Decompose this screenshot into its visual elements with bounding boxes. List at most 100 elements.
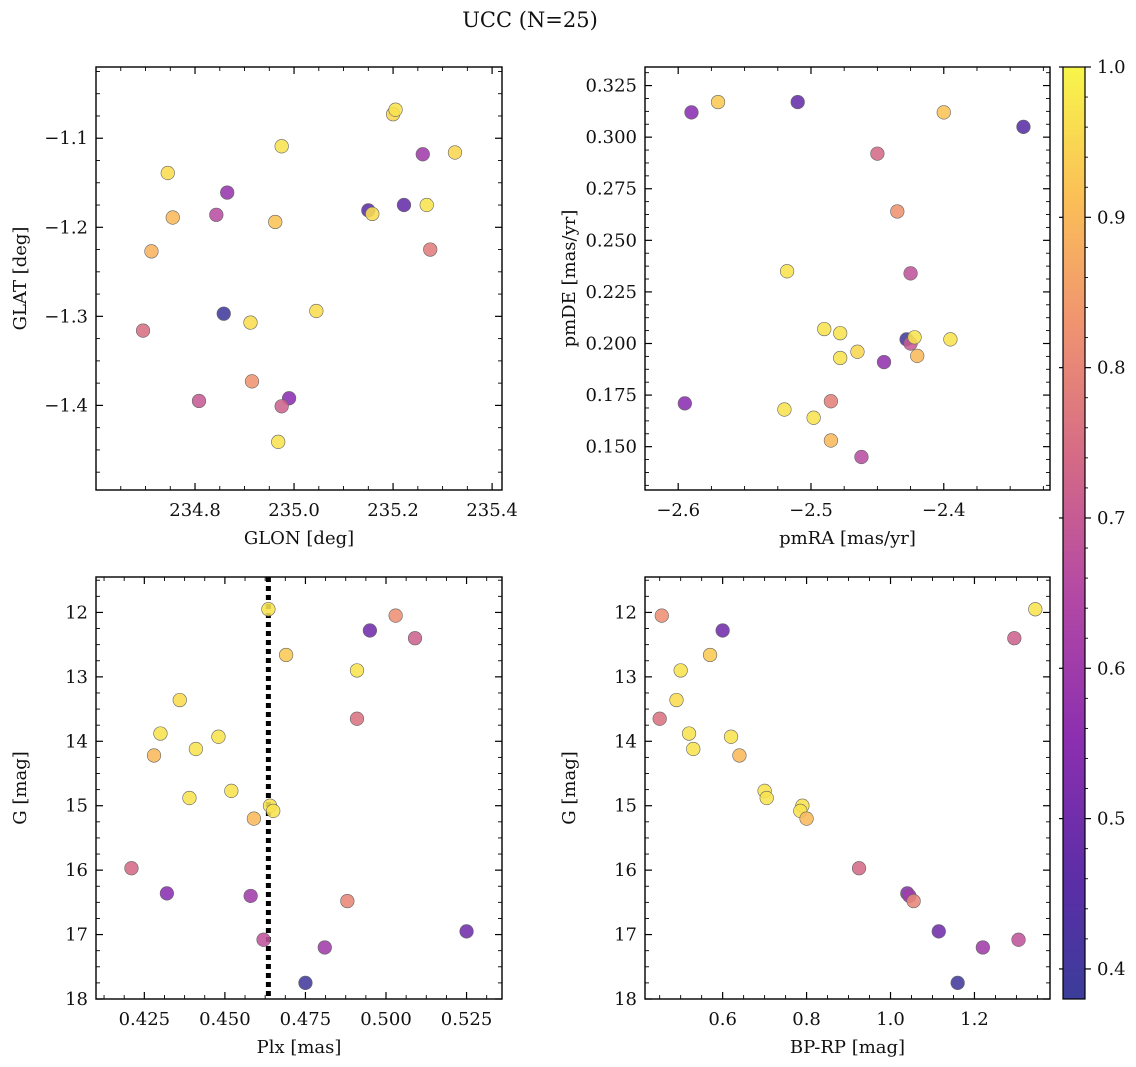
colorbar-tick-label: 0.9 (1097, 207, 1126, 228)
pmra-pmde-panel: −2.6 −2.5 −2.4 0.150 0.175 0.200 0.225 0.250 0.2… (559, 66, 1051, 549)
data-point (279, 647, 294, 663)
data-point (854, 449, 869, 465)
data-point (833, 350, 848, 366)
data-point (274, 399, 289, 414)
data-point (710, 94, 726, 110)
data-point (1011, 932, 1026, 947)
data-point (261, 602, 276, 617)
x-tick-label: 1.0 (876, 1009, 905, 1030)
bprp-g-frame (644, 576, 1051, 1000)
y-tick-label: −1.4 (44, 395, 88, 416)
x-axis-label: Plx [mas] (257, 1037, 342, 1058)
y-tick-label: 18 (65, 989, 88, 1010)
data-point (669, 692, 684, 708)
data-point (936, 105, 951, 120)
data-point (124, 861, 139, 876)
data-point (850, 344, 865, 359)
colorbar: 0.4 0.5 0.6 0.7 0.8 0.9 1.0 (1059, 57, 1126, 1000)
data-point (777, 402, 792, 417)
data-point (686, 741, 701, 757)
data-point (806, 410, 821, 425)
x-tick-label: −2.4 (922, 500, 966, 521)
data-point (950, 975, 965, 990)
data-point (243, 315, 258, 330)
data-point (1007, 631, 1022, 646)
data-point (817, 321, 832, 337)
x-tick-label: 0.6 (708, 1009, 737, 1030)
data-point (876, 354, 892, 370)
data-point (823, 394, 839, 409)
data-point (146, 748, 162, 763)
data-point (274, 139, 289, 154)
data-point (362, 623, 377, 638)
colorbar-tick-label: 0.8 (1097, 358, 1126, 379)
data-point (732, 748, 747, 763)
data-point (271, 434, 286, 450)
data-point (702, 647, 718, 663)
y-tick-label: 15 (614, 796, 637, 817)
data-point (415, 147, 430, 162)
data-point (388, 102, 403, 117)
data-point (224, 783, 239, 798)
data-point (172, 692, 187, 708)
data-point (388, 608, 403, 623)
plx-g-frame (95, 576, 503, 1000)
data-point (910, 348, 925, 363)
x-tick-label: 234.8 (169, 500, 221, 521)
plx-g-panel: 0.425 0.450 0.475 0.500 0.525 12 13 14 15 16 17 18 P… (10, 576, 503, 1058)
y-tick-label: 0.325 (585, 76, 637, 97)
data-point (216, 306, 231, 321)
data-point (673, 663, 688, 678)
y-tick-label: −1.1 (44, 128, 88, 149)
data-point (220, 185, 235, 200)
x-tick-label: 235.2 (367, 500, 419, 521)
y-tick-label: 0.200 (585, 333, 637, 354)
data-point (1016, 119, 1031, 134)
data-point (799, 811, 814, 826)
x-axis-label: BP-RP [mag] (790, 1037, 905, 1058)
data-point (1028, 602, 1043, 617)
data-point (759, 790, 774, 806)
data-point (182, 790, 197, 806)
data-point (191, 393, 207, 409)
data-point (188, 741, 203, 757)
data-point (823, 433, 839, 448)
x-axis-label: pmRA [mas/yr] (779, 528, 916, 549)
data-point (779, 264, 795, 279)
colorbar-tick-label: 0.5 (1097, 809, 1126, 830)
data-point (266, 803, 281, 818)
y-axis-label: pmDE [mas/yr] (559, 210, 580, 348)
data-point (459, 924, 474, 939)
data-point (851, 861, 867, 876)
x-tick-label: 0.425 (119, 1009, 171, 1030)
data-point (419, 197, 434, 213)
data-point (407, 631, 423, 646)
y-axis-label: G [mag] (10, 751, 31, 824)
data-point (317, 940, 332, 955)
data-point (906, 893, 921, 909)
y-tick-label: 16 (65, 860, 88, 881)
y-tick-label: 0.300 (585, 127, 637, 148)
y-tick-label: 12 (614, 602, 637, 623)
pmra-pmde-frame (644, 66, 1051, 491)
y-tick-label: 15 (65, 796, 88, 817)
y-tick-label: 16 (614, 860, 637, 881)
data-point (654, 608, 669, 623)
x-tick-label: 235.0 (268, 500, 320, 521)
data-point (790, 94, 805, 110)
data-point (652, 711, 667, 726)
glon-glat-frame (95, 66, 503, 491)
colorbar-gradient (1062, 66, 1086, 1000)
data-point (211, 729, 226, 744)
data-point (340, 893, 355, 909)
data-point (833, 326, 848, 341)
colorbar-tick-label: 0.4 (1097, 959, 1126, 980)
x-tick-label: 235.4 (466, 500, 518, 521)
data-point (715, 623, 730, 638)
data-point (447, 145, 463, 160)
x-tick-label: 0.450 (199, 1009, 251, 1030)
y-axis-label: G [mag] (559, 751, 580, 824)
x-tick-label: −2.5 (789, 500, 833, 521)
x-axis-label: GLON [deg] (244, 528, 354, 549)
